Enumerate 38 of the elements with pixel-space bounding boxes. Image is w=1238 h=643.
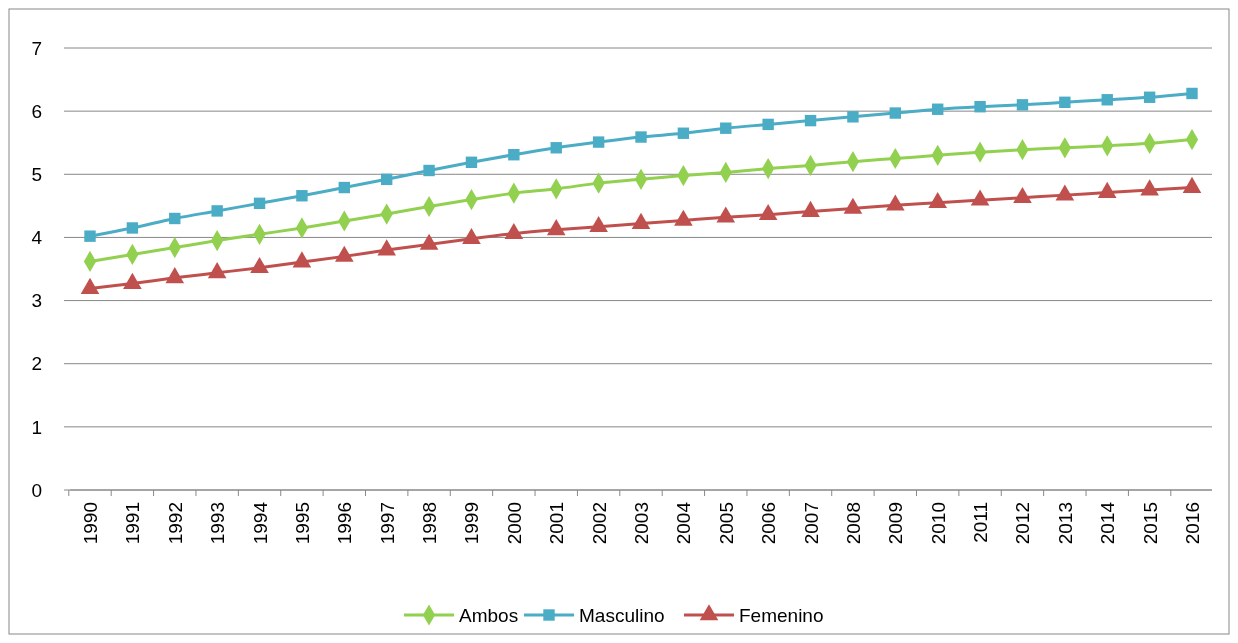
- x-tick-label: 2001: [546, 502, 568, 545]
- y-tick-label: 3: [31, 290, 42, 312]
- x-tick-label: 2000: [503, 502, 525, 545]
- x-tick-label: 1998: [419, 502, 441, 545]
- x-tick-label: 2009: [885, 502, 907, 545]
- x-tick-label: 2010: [927, 502, 949, 545]
- x-tick-label: 2005: [715, 502, 737, 545]
- x-tick-label: 2012: [1012, 502, 1034, 545]
- y-tick-label: 7: [31, 37, 42, 59]
- y-tick-label: 0: [31, 479, 42, 501]
- x-tick-label: 1999: [461, 502, 483, 545]
- y-tick-label: 5: [31, 163, 42, 185]
- x-tick-label: 1995: [291, 502, 313, 545]
- x-tick-label: 2011: [970, 502, 992, 543]
- x-tick-label: 2014: [1097, 501, 1119, 545]
- x-tick-label: 2004: [673, 501, 695, 545]
- y-tick-label: 2: [31, 353, 42, 375]
- x-tick-label: 1992: [164, 502, 186, 545]
- x-tick-label: 1994: [249, 501, 271, 545]
- legend-label: Ambos: [459, 604, 519, 626]
- x-tick-label: 2008: [842, 502, 864, 545]
- y-tick-label: 4: [31, 227, 43, 249]
- x-tick-label: 2015: [1139, 502, 1161, 545]
- legend-label: Femenino: [739, 604, 824, 626]
- x-tick-label: 1990: [80, 502, 101, 545]
- x-tick-label: 2003: [631, 502, 652, 545]
- x-tick-label: 2002: [588, 502, 610, 545]
- y-tick-label: 1: [31, 416, 42, 438]
- x-tick-label: 2006: [758, 502, 780, 545]
- x-tick-label: 1993: [207, 502, 229, 545]
- x-tick-label: 2013: [1054, 502, 1076, 545]
- x-tick-label: 2016: [1182, 502, 1203, 545]
- y-tick-label: 6: [31, 100, 42, 122]
- x-tick-label: 1997: [376, 502, 398, 545]
- x-tick-label: 1991: [122, 502, 144, 545]
- x-tick-label: 2007: [800, 502, 822, 545]
- legend-label: Masculino: [579, 604, 665, 626]
- x-tick-label: 1996: [334, 502, 356, 545]
